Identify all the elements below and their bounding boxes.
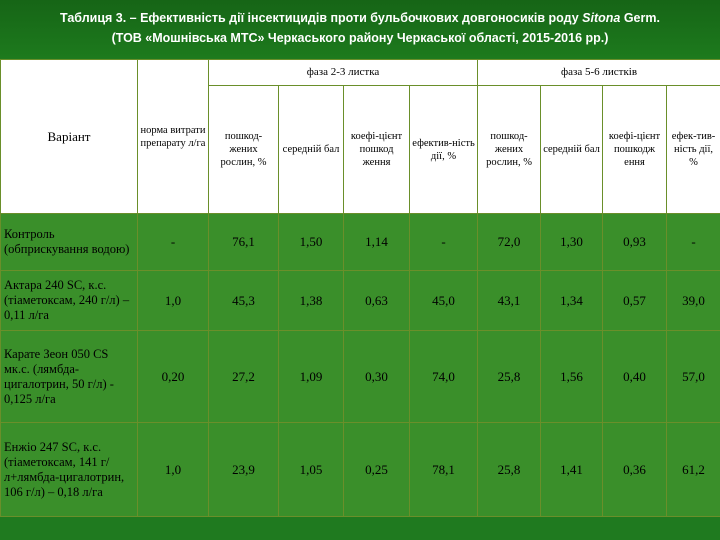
variant-cell: Карате Зеон 050 CS мк.с. (лямбда-цигалот…	[0, 330, 138, 423]
value-cell: 1,50	[278, 213, 344, 271]
value-cell: 39,0	[666, 270, 720, 331]
value-cell: 72,0	[477, 213, 542, 271]
header-col: ефектив-ність дії, %	[408, 85, 479, 214]
value-cell: 0,25	[343, 422, 410, 517]
value-cell: 0,63	[343, 270, 410, 331]
table-row: Контроль (обприскування водою) - 76,1 1,…	[0, 213, 720, 271]
value-cell: 1,30	[540, 213, 604, 271]
table-row: Карате Зеон 050 CS мк.с. (лямбда-цигалот…	[0, 330, 720, 423]
header-col: коефі-цієнт пошкодж ення	[602, 85, 668, 214]
value-cell: 45,3	[208, 270, 279, 331]
value-cell: 0,36	[602, 422, 668, 517]
value-cell: 43,1	[477, 270, 542, 331]
header-col: середній бал	[540, 85, 604, 214]
variant-cell: Енжіо 247 SC, к.с. (тіаметоксам, 141 г/л…	[0, 422, 138, 517]
header-col: пошкод-жених рослин, %	[477, 85, 542, 214]
value-cell: 1,14	[343, 213, 410, 271]
value-cell: 45,0	[408, 270, 479, 331]
title-line-2: (ТОВ «Мошнівська МТС» Черкаського району…	[111, 31, 609, 45]
value-cell: 27,2	[208, 330, 279, 423]
header-variant: Варіант	[0, 59, 138, 214]
value-cell: 0,57	[602, 270, 668, 331]
value-cell: 0,93	[602, 213, 668, 271]
insecticide-efficacy-table: Варіант норма витрати препарату л/га фаз…	[0, 59, 720, 517]
header-phase-2: фаза 5-6 листків	[477, 59, 720, 86]
title-line-1: Таблиця 3. – Ефективність дії інсектицид…	[60, 11, 660, 25]
header-col: пошкод-жених рослин, %	[208, 85, 279, 214]
norm-cell: -	[137, 213, 209, 271]
value-cell: 74,0	[408, 330, 479, 423]
value-cell: 1,05	[278, 422, 344, 517]
header-col: коефі-цієнт пошкод ження	[343, 85, 410, 214]
value-cell: 23,9	[208, 422, 279, 517]
value-cell: 0,40	[602, 330, 668, 423]
value-cell: 1,34	[540, 270, 604, 331]
value-cell: -	[408, 213, 479, 271]
table-title: Таблиця 3. – Ефективність дії інсектицид…	[0, 0, 720, 58]
header-col: ефек-тив-ність дії, %	[666, 85, 720, 214]
header-col: середній бал	[278, 85, 344, 214]
value-cell: 61,2	[666, 422, 720, 517]
value-cell: -	[666, 213, 720, 271]
value-cell: 25,8	[477, 422, 542, 517]
value-cell: 1,09	[278, 330, 344, 423]
value-cell: 1,41	[540, 422, 604, 517]
value-cell: 25,8	[477, 330, 542, 423]
value-cell: 78,1	[408, 422, 479, 517]
value-cell: 57,0	[666, 330, 720, 423]
variant-cell: Контроль (обприскування водою)	[0, 213, 138, 271]
value-cell: 1,38	[278, 270, 344, 331]
table-row: Енжіо 247 SC, к.с. (тіаметоксам, 141 г/л…	[0, 422, 720, 517]
header-norm: норма витрати препарату л/га	[137, 59, 209, 214]
norm-cell: 1,0	[137, 422, 209, 517]
value-cell: 0,30	[343, 330, 410, 423]
value-cell: 76,1	[208, 213, 279, 271]
variant-cell: Актара 240 SC, к.с. (тіаметоксам, 240 г/…	[0, 270, 138, 331]
header-phase-1: фаза 2-3 листка	[207, 59, 479, 86]
norm-cell: 1,0	[137, 270, 209, 331]
value-cell: 1,56	[540, 330, 604, 423]
norm-cell: 0,20	[137, 330, 209, 423]
table-row: Актара 240 SC, к.с. (тіаметоксам, 240 г/…	[0, 270, 720, 331]
